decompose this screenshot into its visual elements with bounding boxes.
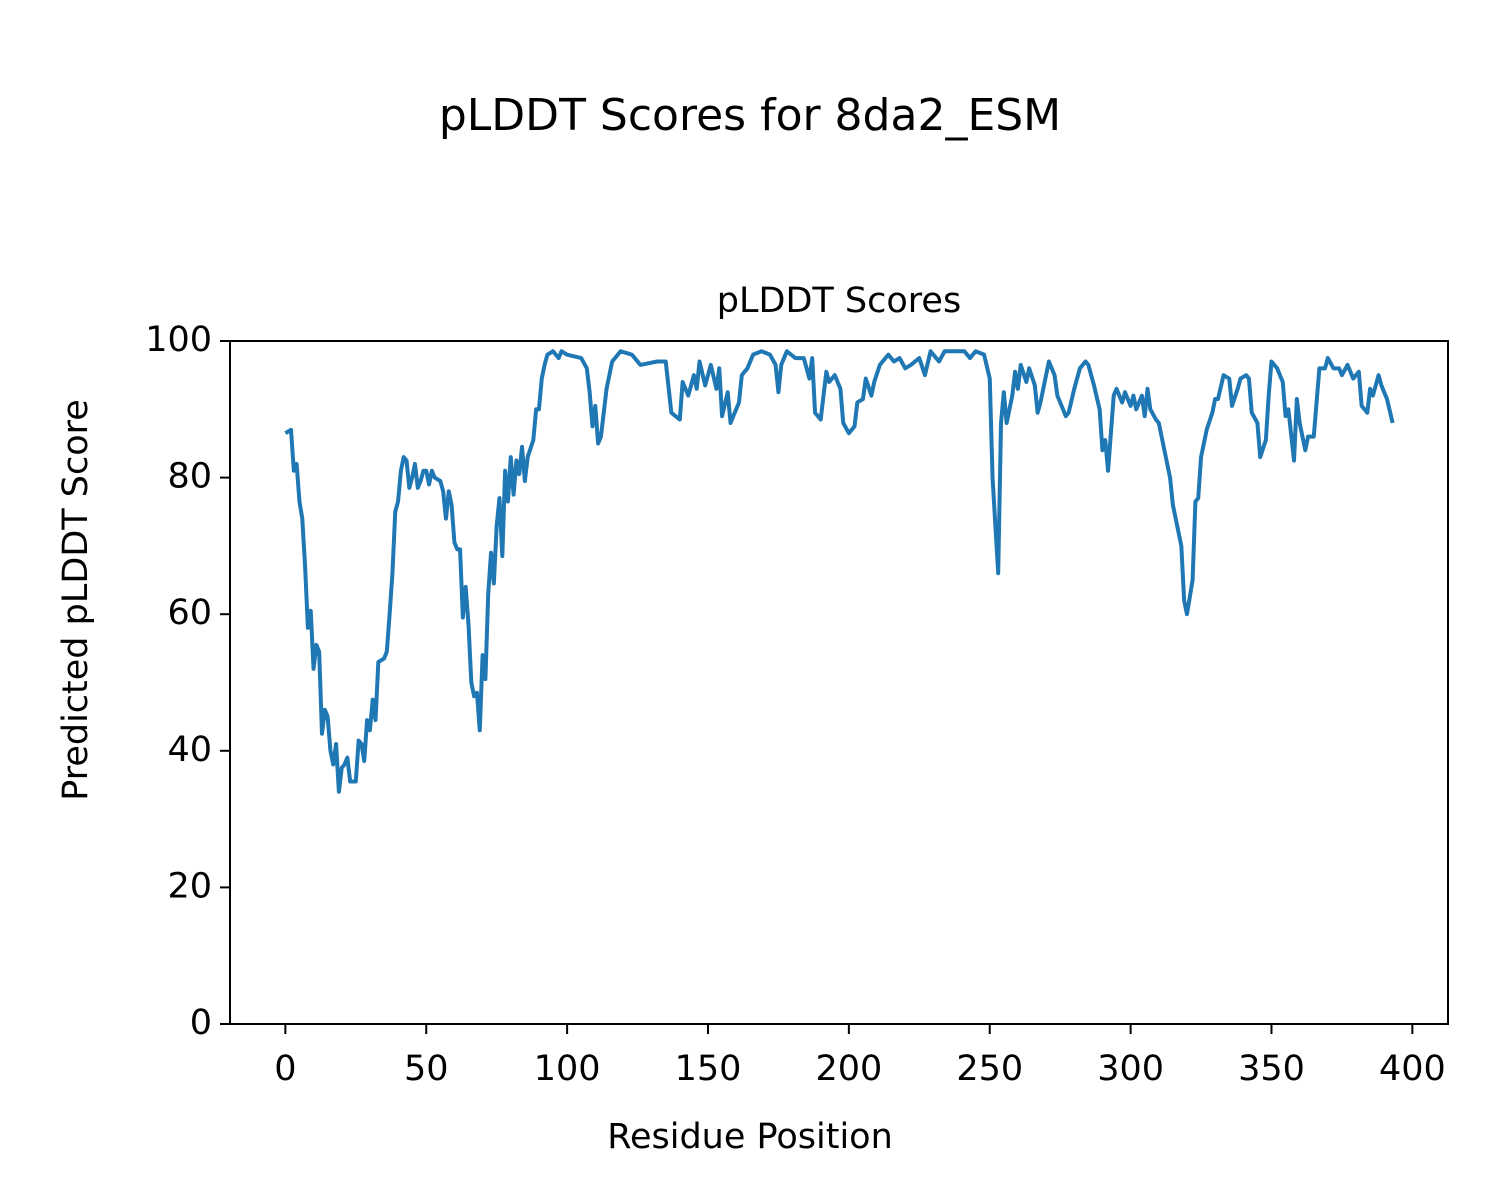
y-tick-label: 40 (167, 730, 212, 770)
y-axis-label: Predicted pLDDT Score (56, 399, 96, 801)
figure-title: pLDDT Scores for 8da2_ESM (439, 90, 1061, 141)
x-tick-label: 100 (534, 1049, 601, 1089)
x-tick-label: 300 (1097, 1049, 1164, 1089)
data-line (284, 349, 1395, 794)
y-tick-label: 100 (145, 320, 212, 360)
x-tick-label: 400 (1379, 1049, 1446, 1089)
y-tick-label: 80 (167, 457, 212, 497)
x-tick-label: 200 (815, 1049, 882, 1089)
x-tick-label: 0 (274, 1049, 296, 1089)
x-tick-label: 50 (404, 1049, 449, 1089)
x-tick-label: 350 (1238, 1049, 1305, 1089)
y-tick-label: 0 (190, 1003, 212, 1043)
x-tick-label: 250 (956, 1049, 1023, 1089)
x-axis-label: Residue Position (607, 1117, 893, 1157)
axes-title: pLDDT Scores (717, 281, 961, 321)
x-tick-label: 150 (675, 1049, 742, 1089)
plot-frame (229, 340, 1449, 1025)
y-tick-label: 60 (167, 593, 212, 633)
y-tick-label: 20 (167, 866, 212, 906)
